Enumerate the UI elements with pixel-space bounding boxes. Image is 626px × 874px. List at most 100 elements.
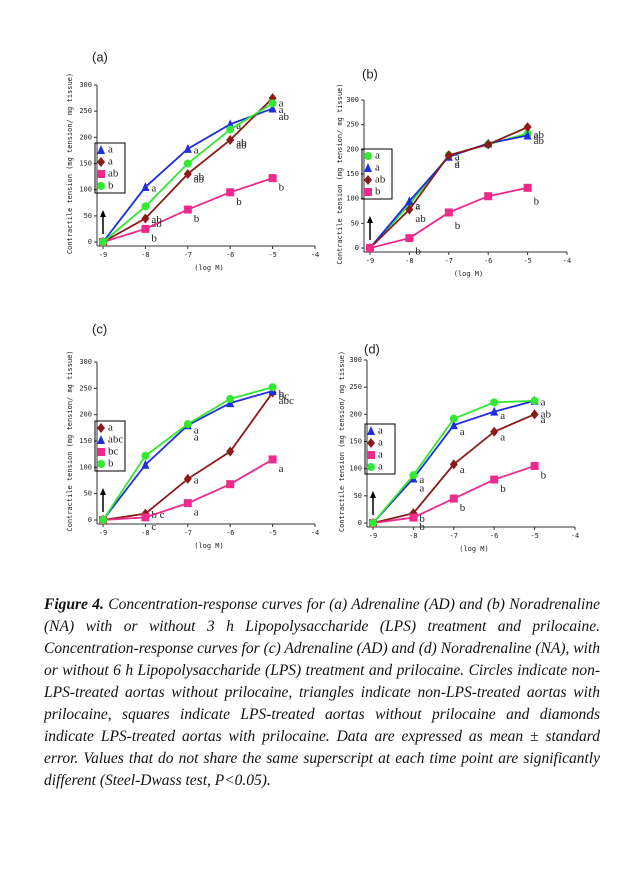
x-tick-label: -7 <box>184 529 192 537</box>
marker <box>367 426 375 435</box>
marker <box>99 516 107 524</box>
y-tick-label: 300 <box>346 96 359 104</box>
marker <box>226 188 235 197</box>
significance-letter: ab <box>534 129 545 141</box>
x-axis-label: (log M) <box>194 542 224 550</box>
significance-letter: a <box>194 474 199 486</box>
marker <box>268 99 277 108</box>
x-tick-label: -8 <box>141 251 149 259</box>
marker <box>364 152 372 160</box>
significance-letter: a <box>151 183 156 195</box>
significance-letter: a <box>375 162 380 174</box>
significance-letter: a <box>460 426 465 438</box>
y-tick-label: 100 <box>79 463 92 471</box>
y-tick-label: 0 <box>358 519 362 527</box>
y-tick-label: 100 <box>349 465 362 473</box>
y-tick-label: 50 <box>351 219 359 227</box>
marker <box>97 423 105 433</box>
y-tick-label: 250 <box>349 383 362 391</box>
marker <box>268 103 277 113</box>
marker <box>141 224 150 233</box>
y-tick-label: 100 <box>79 186 92 194</box>
significance-letter: a <box>108 422 113 434</box>
y-tick-label: 300 <box>79 81 92 89</box>
marker <box>97 170 105 178</box>
marker <box>226 125 235 134</box>
marker <box>490 406 499 416</box>
significance-letter: a <box>541 396 546 408</box>
marker <box>409 513 418 522</box>
marker <box>449 414 458 423</box>
marker <box>364 163 372 172</box>
legend-box <box>94 420 126 472</box>
marker <box>141 213 150 224</box>
x-tick-label: -9 <box>99 529 107 537</box>
marker <box>364 188 372 196</box>
significance-letter: b <box>108 458 114 470</box>
y-axis-label: Contractile tension (mg tension/ mg tiss… <box>336 83 344 264</box>
x-tick-label: -5 <box>268 529 276 537</box>
marker <box>183 205 192 214</box>
y-tick-label: 200 <box>79 133 92 141</box>
panel-label: (b) <box>362 66 378 81</box>
significance-letter: bc <box>279 390 290 402</box>
significance-letter: b <box>415 246 421 258</box>
marker <box>141 451 150 460</box>
marker <box>183 143 192 153</box>
marker <box>141 182 150 192</box>
arrow-head <box>370 491 376 498</box>
marker <box>484 192 493 201</box>
significance-letter: b <box>534 195 540 207</box>
caption-text: Concentration-response curves for (a) Ad… <box>44 596 600 789</box>
marker <box>405 204 414 215</box>
marker <box>523 122 532 133</box>
marker <box>530 396 539 405</box>
x-tick-label: -6 <box>226 529 234 537</box>
significance-letter: abc <box>108 434 123 446</box>
significance-letter: a <box>541 414 546 426</box>
marker <box>226 134 235 145</box>
figure: (a) Contractile tension (mg tension/ mg t… <box>66 49 579 553</box>
marker <box>141 202 150 211</box>
significance-letter: a <box>460 464 465 476</box>
x-axis-label: (log M) <box>194 264 224 272</box>
significance-letter: ab <box>375 174 386 186</box>
significance-letter: bc <box>108 446 119 458</box>
x-tick-label: -4 <box>311 251 319 259</box>
significance-letter: a <box>534 131 539 143</box>
marker <box>405 196 414 206</box>
y-tick-label: 200 <box>79 411 92 419</box>
significance-letter: b <box>419 513 425 525</box>
significance-letter: a <box>378 461 383 473</box>
x-tick-label: -5 <box>268 251 276 259</box>
significance-letter: a <box>500 410 505 422</box>
y-tick-label: 250 <box>346 121 359 129</box>
y-tick-label: 200 <box>346 145 359 153</box>
significance-letter: a <box>415 200 420 212</box>
y-tick-label: 150 <box>79 437 92 445</box>
significance-letter: a <box>500 431 505 443</box>
marker <box>141 513 150 522</box>
significance-letter: a <box>194 144 199 156</box>
x-tick-label: -8 <box>141 529 149 537</box>
y-tick-label: 250 <box>79 107 92 115</box>
marker <box>268 174 277 183</box>
significance-letter: ab <box>108 168 119 180</box>
y-tick-label: 150 <box>349 438 362 446</box>
significance-letter: b <box>460 502 466 514</box>
significance-letter: b <box>455 220 461 232</box>
x-axis-label: (log M) <box>454 270 484 278</box>
significance-letter: a <box>455 151 460 163</box>
significance-letter: ab <box>541 408 552 420</box>
y-axis-label: Contractile tension (mg tension/ mg tiss… <box>338 351 346 532</box>
arrow-head <box>100 488 106 495</box>
series-line <box>369 126 528 249</box>
marker <box>364 175 372 185</box>
marker <box>490 426 499 437</box>
y-tick-label: 50 <box>84 212 92 220</box>
marker <box>268 455 277 464</box>
arrow-head <box>100 210 106 217</box>
significance-letter: b <box>541 469 547 481</box>
marker <box>183 168 192 179</box>
marker <box>183 159 192 168</box>
